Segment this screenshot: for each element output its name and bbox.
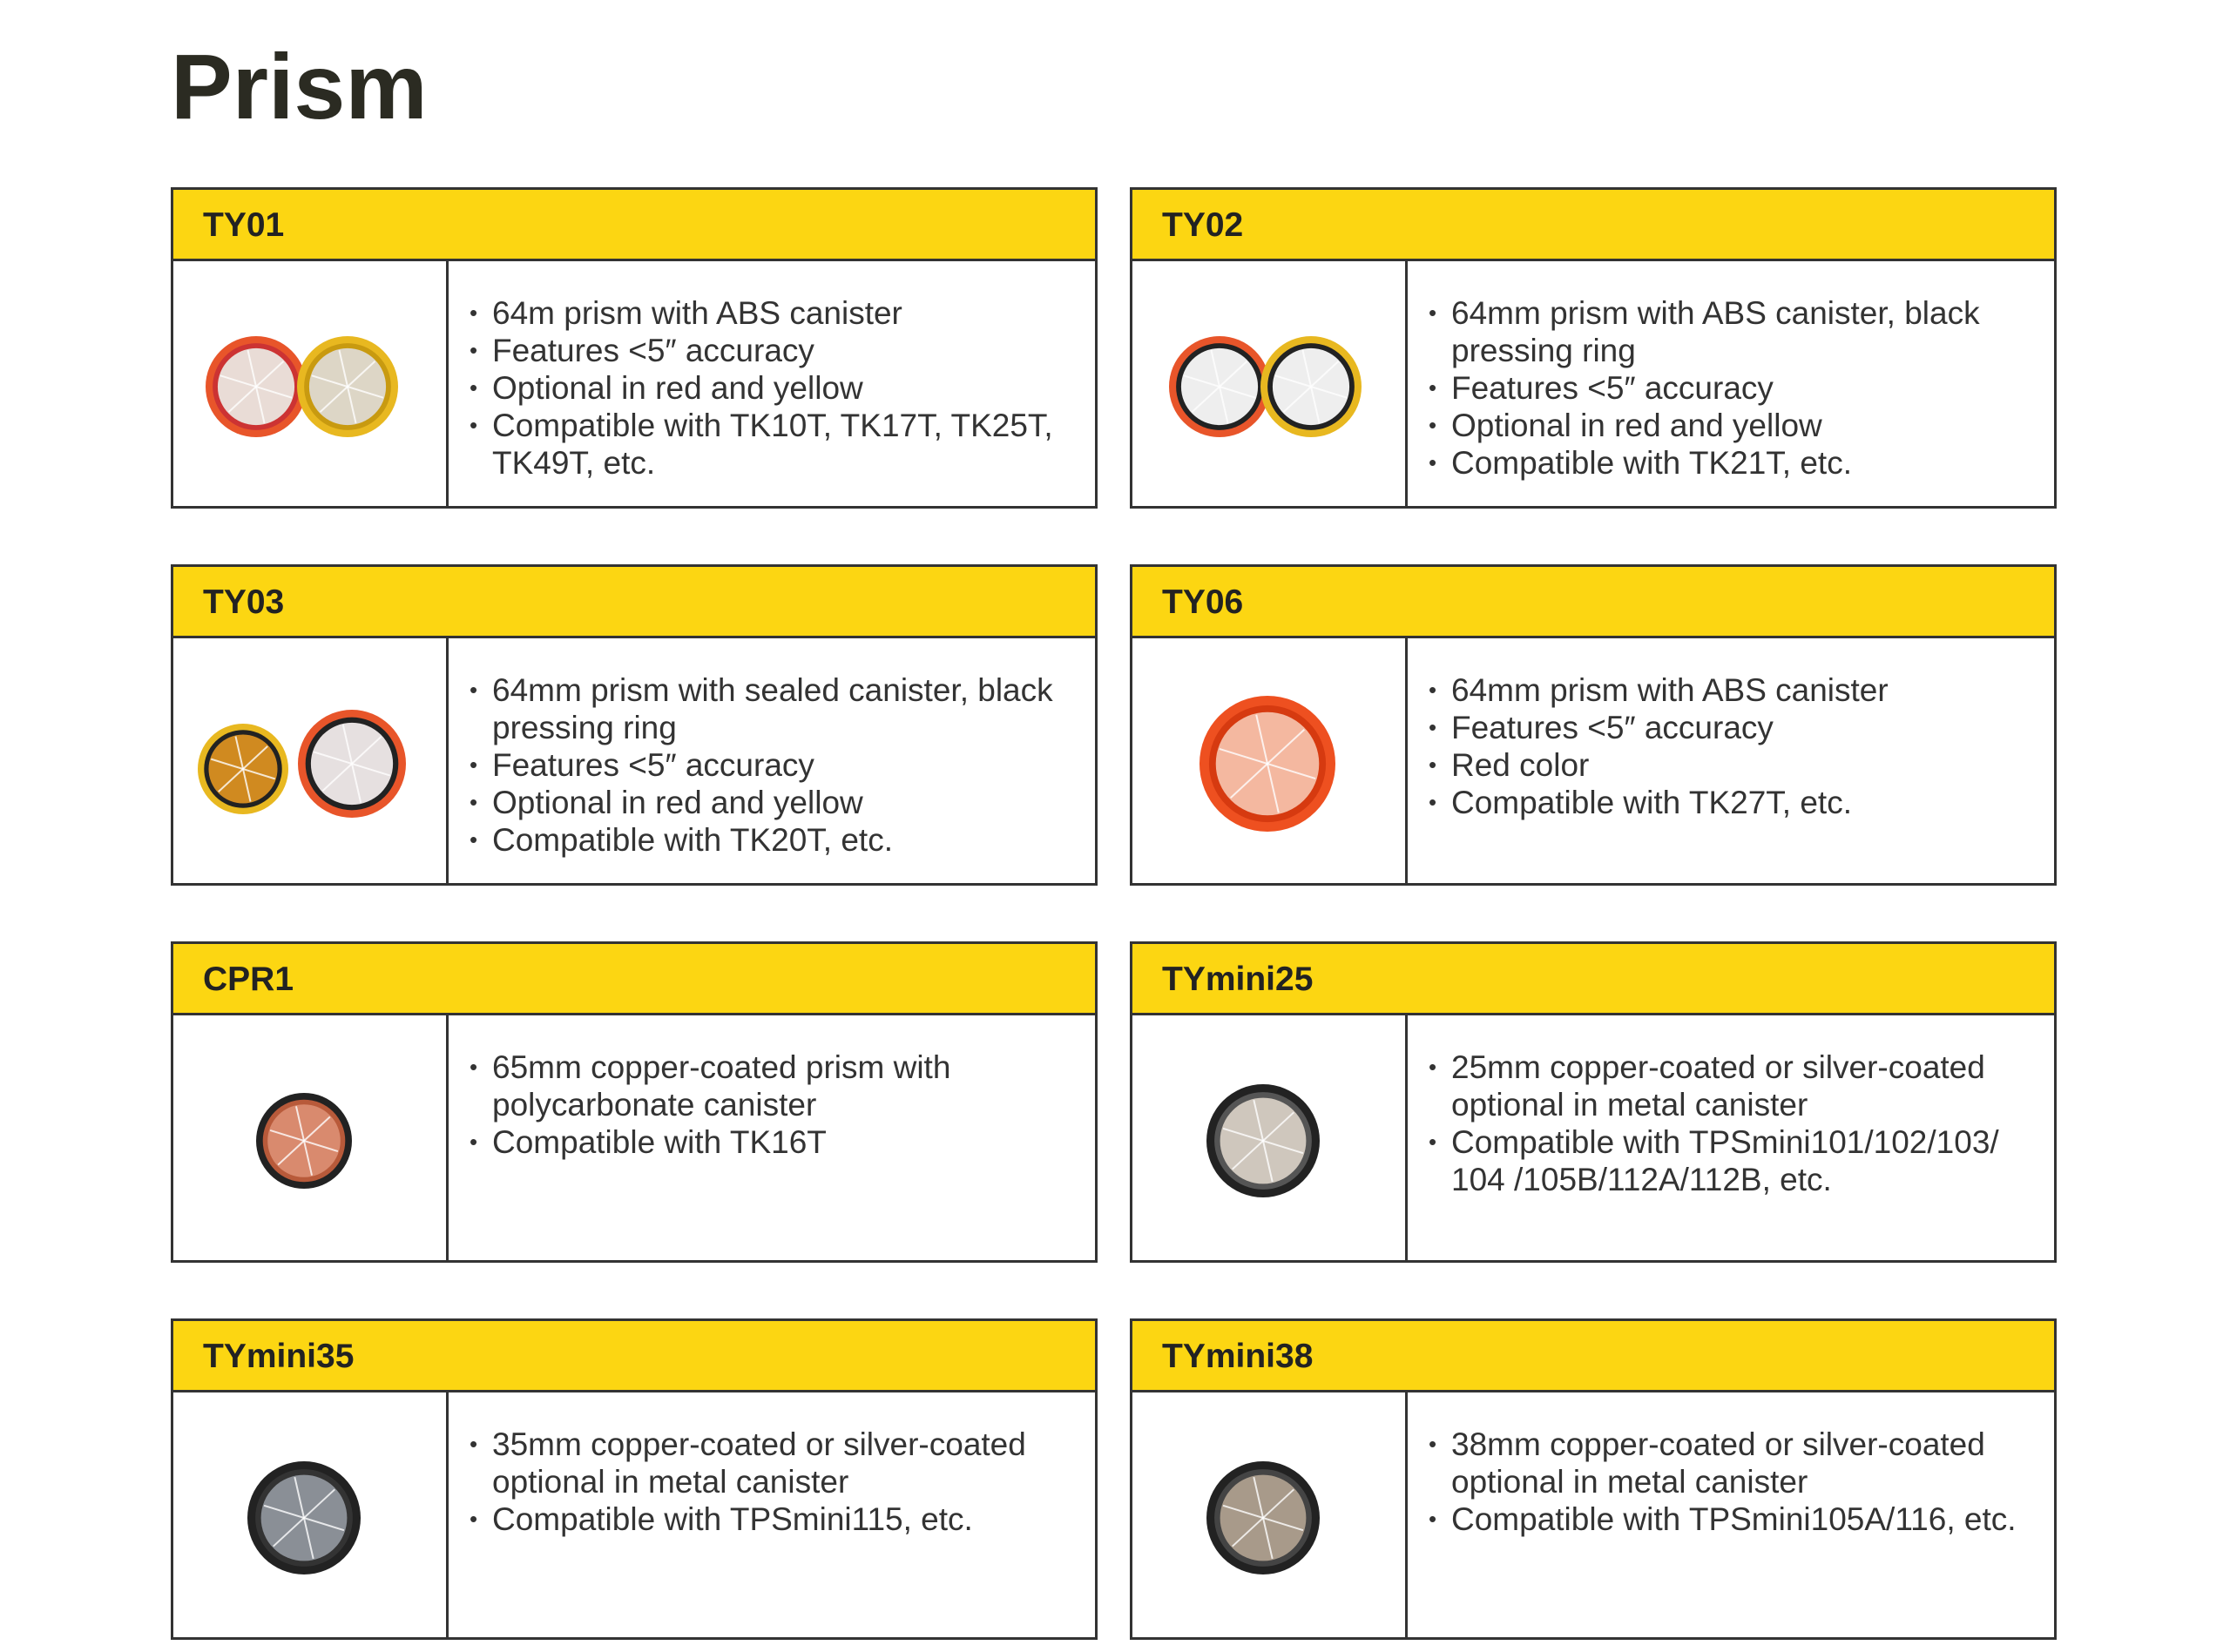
feature-item: Features <5″ accuracy [1427,369,2037,407]
prism-facet [1232,1488,1294,1547]
product-card: CPR1 65mm copper-coated prism with polyca… [171,941,1098,1263]
feature-list: 64mm prism with ABS canisterFeatures <5″… [1408,638,1906,883]
feature-list: 64mm prism with sealed canister, black p… [449,638,1095,883]
product-card: TY03 64mm prism with sealed canister, bla… [171,564,1098,886]
prism-icon [247,1461,361,1574]
product-name: TY03 [173,567,1095,638]
feature-item: 65mm copper-coated prism with polycarbon… [468,1049,1078,1123]
product-body: 38mm copper-coated or silver-coated opti… [1132,1392,2054,1637]
prism-facet [273,1488,335,1547]
feature-item: 64mm prism with ABS canister [1427,671,1889,709]
prism-facet [218,745,268,792]
product-name: TYmini35 [173,1321,1095,1392]
prism-icon [1206,1084,1320,1197]
product-body: 64mm prism with ABS canister, black pres… [1132,261,2054,506]
feature-item: Optional in red and yellow [468,784,1078,821]
product-name: TY02 [1132,190,2054,261]
page-title: Prism [171,36,428,138]
feature-item: 38mm copper-coated or silver-coated opti… [1427,1426,2037,1500]
prism-icon [198,710,406,818]
product-card: TY0164m prism with ABS canisterFeatures … [171,187,1098,509]
feature-item: Compatible with TK16T [468,1123,1078,1161]
prism-facet [277,1116,331,1166]
feature-item: 35mm copper-coated or silver-coated opti… [468,1426,1078,1500]
product-card: TYmini25 25mm copper-coated or silver-coa… [1130,941,2057,1263]
prism-facet [1232,1111,1294,1170]
product-body: 25mm copper-coated or silver-coated opti… [1132,1015,2054,1260]
product-image [173,1015,449,1260]
product-card: TYmini38 38mm copper-coated or silver-coa… [1130,1318,2057,1640]
product-image [173,638,449,883]
feature-item: Optional in red and yellow [1427,407,2037,444]
product-name: CPR1 [173,944,1095,1015]
prism-icon [256,1093,352,1189]
product-name: TYmini38 [1132,1321,2054,1392]
product-image [173,261,449,506]
product-name: TYmini25 [1132,944,2054,1015]
feature-list: 65mm copper-coated prism with polycarbon… [449,1015,1095,1260]
prism-facet [321,736,382,792]
prism-icon [1169,336,1362,437]
product-body: 64mm prism with sealed canister, black p… [173,638,1095,883]
prism-icon [206,336,398,437]
feature-item: 64mm prism with sealed canister, black p… [468,671,1078,746]
product-body: 64m prism with ABS canisterFeatures <5″ … [173,261,1095,506]
product-image [173,1392,449,1637]
feature-item: Compatible with TK20T, etc. [468,821,1078,859]
product-card: TYmini35 35mm copper-coated or silver-coa… [171,1318,1098,1640]
feature-item: 64mm prism with ABS canister, black pres… [1427,294,2037,369]
prism-facet [1229,729,1306,799]
product-card: TY0664mm prism with ABS canisterFeatures… [1130,564,2057,886]
product-image [1132,261,1408,506]
feature-item: Optional in red and yellow [468,369,1078,407]
feature-item: 64m prism with ABS canister [468,294,1078,332]
product-name: TY01 [173,190,1095,261]
prism-icon [1206,1461,1320,1574]
product-image [1132,638,1408,883]
feature-list: 64mm prism with ABS canister, black pres… [1408,261,2054,506]
prism-facet [319,361,376,413]
product-name: TY06 [1132,567,2054,638]
product-body: 65mm copper-coated prism with polycarbon… [173,1015,1095,1260]
feature-item: Features <5″ accuracy [468,332,1078,369]
feature-list: 35mm copper-coated or silver-coated opti… [449,1392,1095,1637]
feature-item: Red color [1427,746,1889,784]
prism-facet [1282,361,1340,413]
prism-facet [227,361,285,413]
feature-item: 25mm copper-coated or silver-coated opti… [1427,1049,2037,1123]
feature-list: 25mm copper-coated or silver-coated opti… [1408,1015,2054,1260]
feature-item: Features <5″ accuracy [1427,709,1889,746]
prism-icon [1199,696,1335,832]
product-body: 64mm prism with ABS canisterFeatures <5″… [1132,638,2054,883]
feature-list: 64m prism with ABS canisterFeatures <5″ … [449,261,1095,506]
product-image [1132,1015,1408,1260]
feature-item: Compatible with TK27T, etc. [1427,784,1889,821]
product-body: 35mm copper-coated or silver-coated opti… [173,1392,1095,1637]
feature-item: Compatible with TK21T, etc. [1427,444,2037,482]
feature-item: Compatible with TPSmini105A/116, etc. [1427,1500,2037,1538]
feature-item: Compatible with TPSmini101/102/103/ 104 … [1427,1123,2037,1198]
feature-list: 38mm copper-coated or silver-coated opti… [1408,1392,2054,1637]
feature-item: Compatible with TPSmini115, etc. [468,1500,1078,1538]
feature-item: Features <5″ accuracy [468,746,1078,784]
product-card: TY02 64mm prism with ABS canister, black … [1130,187,2057,509]
prism-facet [1191,361,1248,413]
product-image [1132,1392,1408,1637]
feature-item: Compatible with TK10T, TK17T, TK25T, TK4… [468,407,1078,482]
